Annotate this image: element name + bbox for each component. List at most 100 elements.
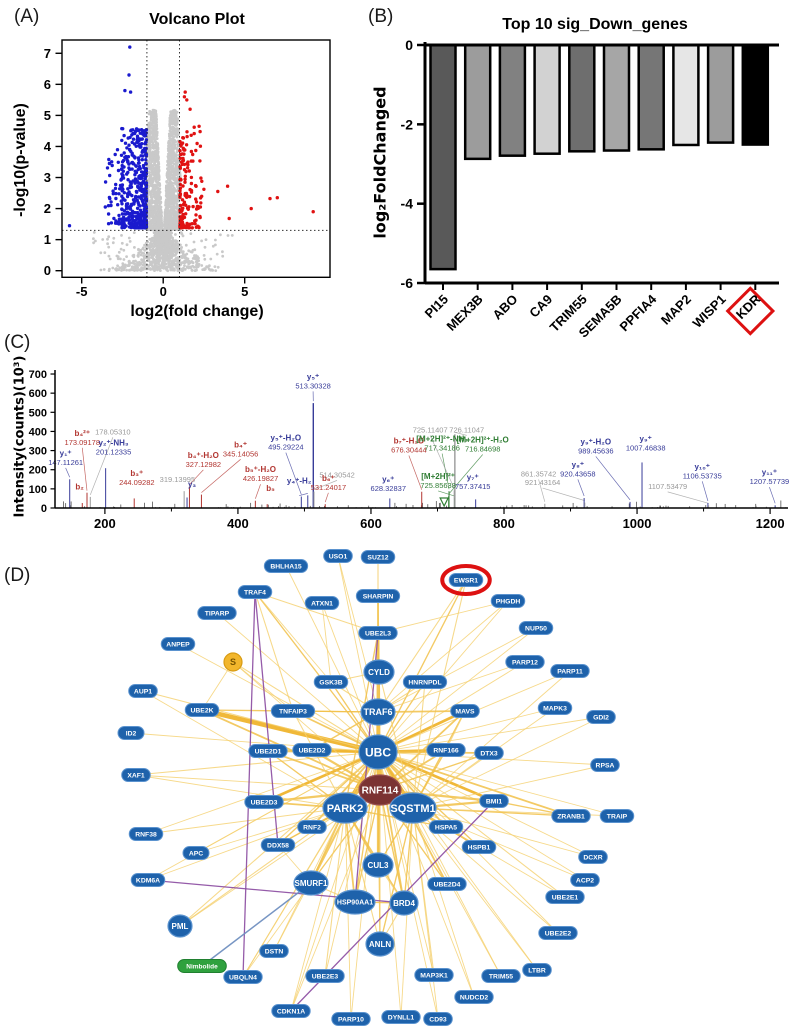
node-label: TRAF4: [244, 589, 266, 596]
point: [154, 215, 158, 219]
network-edge: [232, 661, 381, 791]
point: [191, 204, 195, 209]
point: [176, 206, 180, 210]
point: [162, 264, 166, 267]
point: [181, 202, 186, 207]
node-UBE2D1: UBE2D1: [248, 744, 288, 758]
point: [128, 45, 132, 49]
node-shape: [570, 873, 600, 887]
point: [128, 90, 133, 94]
leader-line: [595, 456, 631, 501]
point: [126, 217, 130, 222]
point: [175, 165, 179, 169]
point: [154, 140, 158, 144]
node-label: MAVS: [455, 708, 475, 715]
point: [185, 166, 190, 170]
y-tick-label: 1: [44, 232, 51, 247]
point: [160, 247, 164, 251]
point: [120, 202, 124, 206]
point: [227, 216, 231, 221]
node-shape: [490, 594, 526, 608]
x-category-label: CA9: [526, 292, 555, 321]
point: [174, 217, 178, 221]
mz-value-label: 726.11047: [449, 425, 484, 434]
point: [155, 165, 158, 169]
network-edge: [177, 643, 379, 753]
point: [139, 174, 143, 178]
point: [120, 194, 124, 198]
node-shape: [590, 758, 620, 772]
x-category-label: WISP1: [689, 292, 728, 331]
point: [121, 265, 125, 269]
point: [191, 159, 195, 163]
y-tick-label: 500: [29, 407, 47, 419]
mz-value-label: 628.32837: [371, 484, 406, 493]
point: [150, 154, 154, 158]
point: [176, 142, 180, 146]
point: [214, 243, 217, 247]
point: [185, 257, 189, 260]
node-shape: [270, 704, 316, 718]
node-label: UBE2L3: [365, 630, 391, 637]
point: [219, 233, 222, 237]
network-edge: [412, 807, 538, 971]
point: [180, 142, 184, 146]
node-label: NUP50: [525, 625, 547, 632]
node-S: S: [223, 652, 243, 672]
point: [154, 131, 158, 135]
point: [172, 173, 176, 176]
node-shape: [427, 877, 467, 891]
point: [167, 261, 171, 265]
point: [152, 177, 156, 181]
node-GSK3B: GSK3B: [313, 675, 349, 689]
point: [147, 216, 151, 220]
node-label: UBE2E3: [312, 973, 339, 980]
node-shape: [454, 990, 494, 1004]
point: [141, 263, 145, 267]
node-shape: [450, 704, 480, 718]
network-edge: [377, 579, 467, 713]
network-edge: [195, 807, 346, 854]
network-edge: [377, 707, 556, 753]
node-shape: [160, 637, 196, 651]
point: [99, 251, 103, 255]
ion-label: y₁₀⁺: [694, 462, 710, 471]
node-shape: [479, 794, 509, 808]
point: [153, 269, 156, 272]
node-label: ANLN: [369, 940, 391, 949]
node-MAPK3: MAPK3: [537, 701, 573, 715]
point: [158, 259, 161, 262]
point: [163, 251, 167, 255]
leader-line: [299, 493, 308, 497]
point: [180, 159, 185, 163]
point: [138, 204, 142, 208]
point: [216, 189, 220, 194]
network-edge: [344, 807, 381, 945]
mz-value-label: 725.11407: [413, 425, 448, 434]
point: [185, 134, 189, 139]
point: [117, 250, 121, 254]
point: [166, 244, 169, 248]
point: [221, 254, 225, 258]
point: [134, 164, 138, 168]
node-label: PARP10: [338, 1016, 364, 1023]
point: [146, 124, 150, 127]
network-edge: [412, 670, 571, 809]
point: [166, 147, 170, 151]
point: [137, 253, 140, 256]
point: [152, 173, 156, 177]
node-PML: PML: [167, 914, 193, 938]
node-UBE2D4: UBE2D4: [427, 877, 467, 891]
point: [136, 156, 141, 160]
mz-value-label: 514.30542: [319, 470, 354, 479]
point: [154, 154, 158, 157]
node-HSPB1: HSPB1: [461, 840, 497, 854]
point: [120, 167, 124, 171]
point: [187, 259, 191, 263]
network-edge: [135, 774, 381, 791]
point: [171, 194, 175, 198]
point: [178, 149, 182, 153]
node-shape: [334, 889, 376, 915]
point: [152, 218, 156, 221]
point: [165, 236, 168, 240]
